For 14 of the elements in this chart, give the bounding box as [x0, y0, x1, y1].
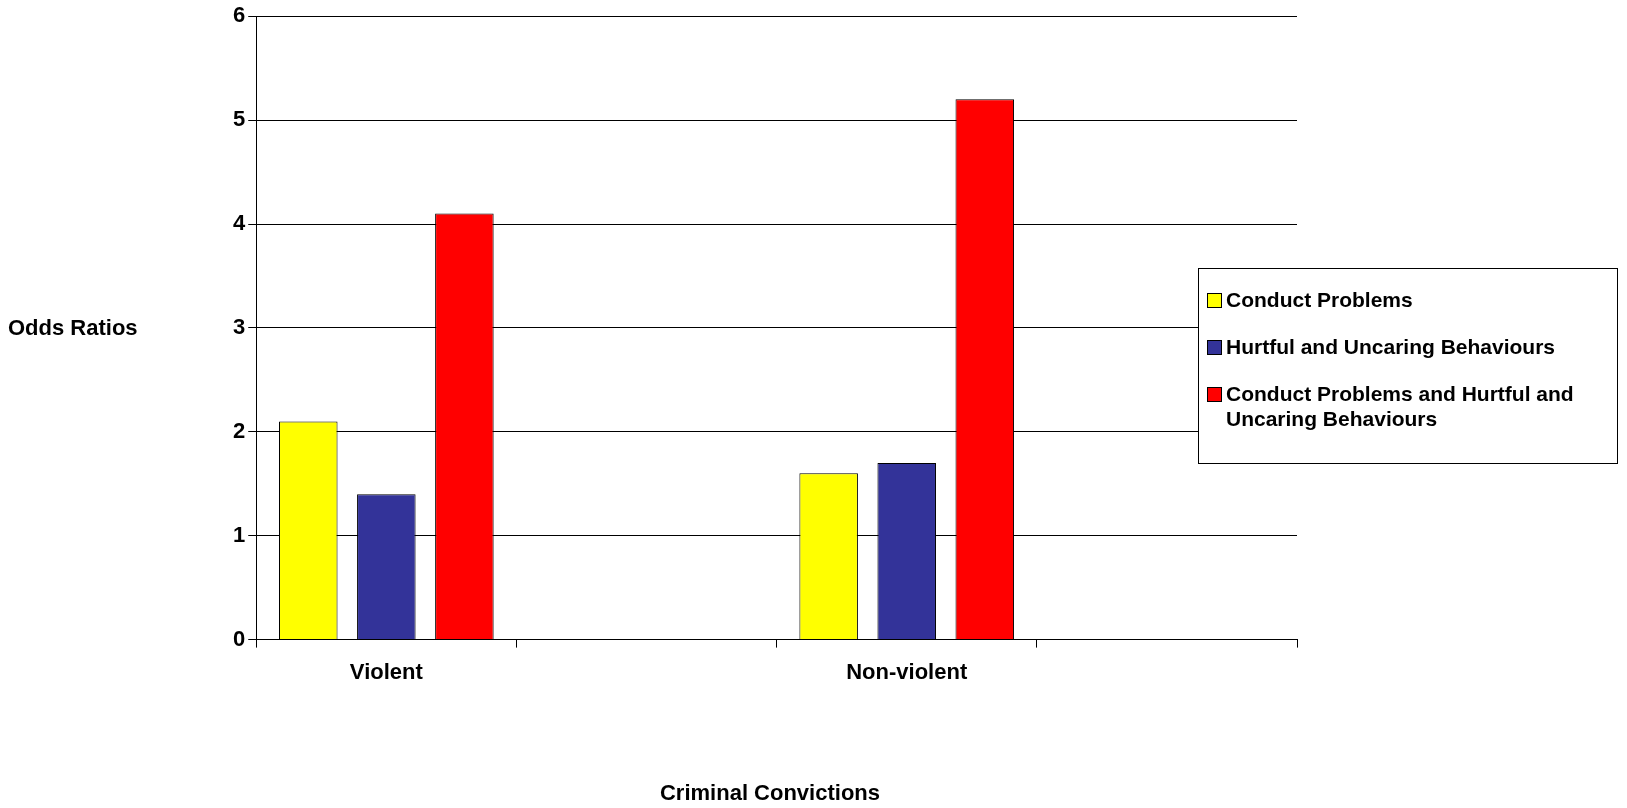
x-tick-label: Non-violent [846, 658, 968, 684]
legend-label: Conduct Problems [1226, 287, 1413, 312]
y-tick-label: 3 [232, 313, 246, 339]
y-tick-label: 4 [232, 210, 246, 236]
x-axis-title: Criminal Convictions [658, 780, 881, 806]
legend-label: Conduct Problems and Hurtful and Uncaring Behaviours [1226, 381, 1575, 431]
legend-label: Hurtful and Uncaring Behaviours [1226, 334, 1556, 359]
y-axis-title: Odds Ratios [8, 315, 138, 341]
y-tick-label: 5 [232, 106, 246, 132]
y-tick-label: 2 [232, 417, 246, 443]
y-tick-label: 1 [232, 521, 246, 547]
x-tick-label: Violent [349, 658, 424, 684]
y-tick-label: 0 [232, 625, 246, 651]
y-tick-label: 6 [232, 2, 246, 28]
